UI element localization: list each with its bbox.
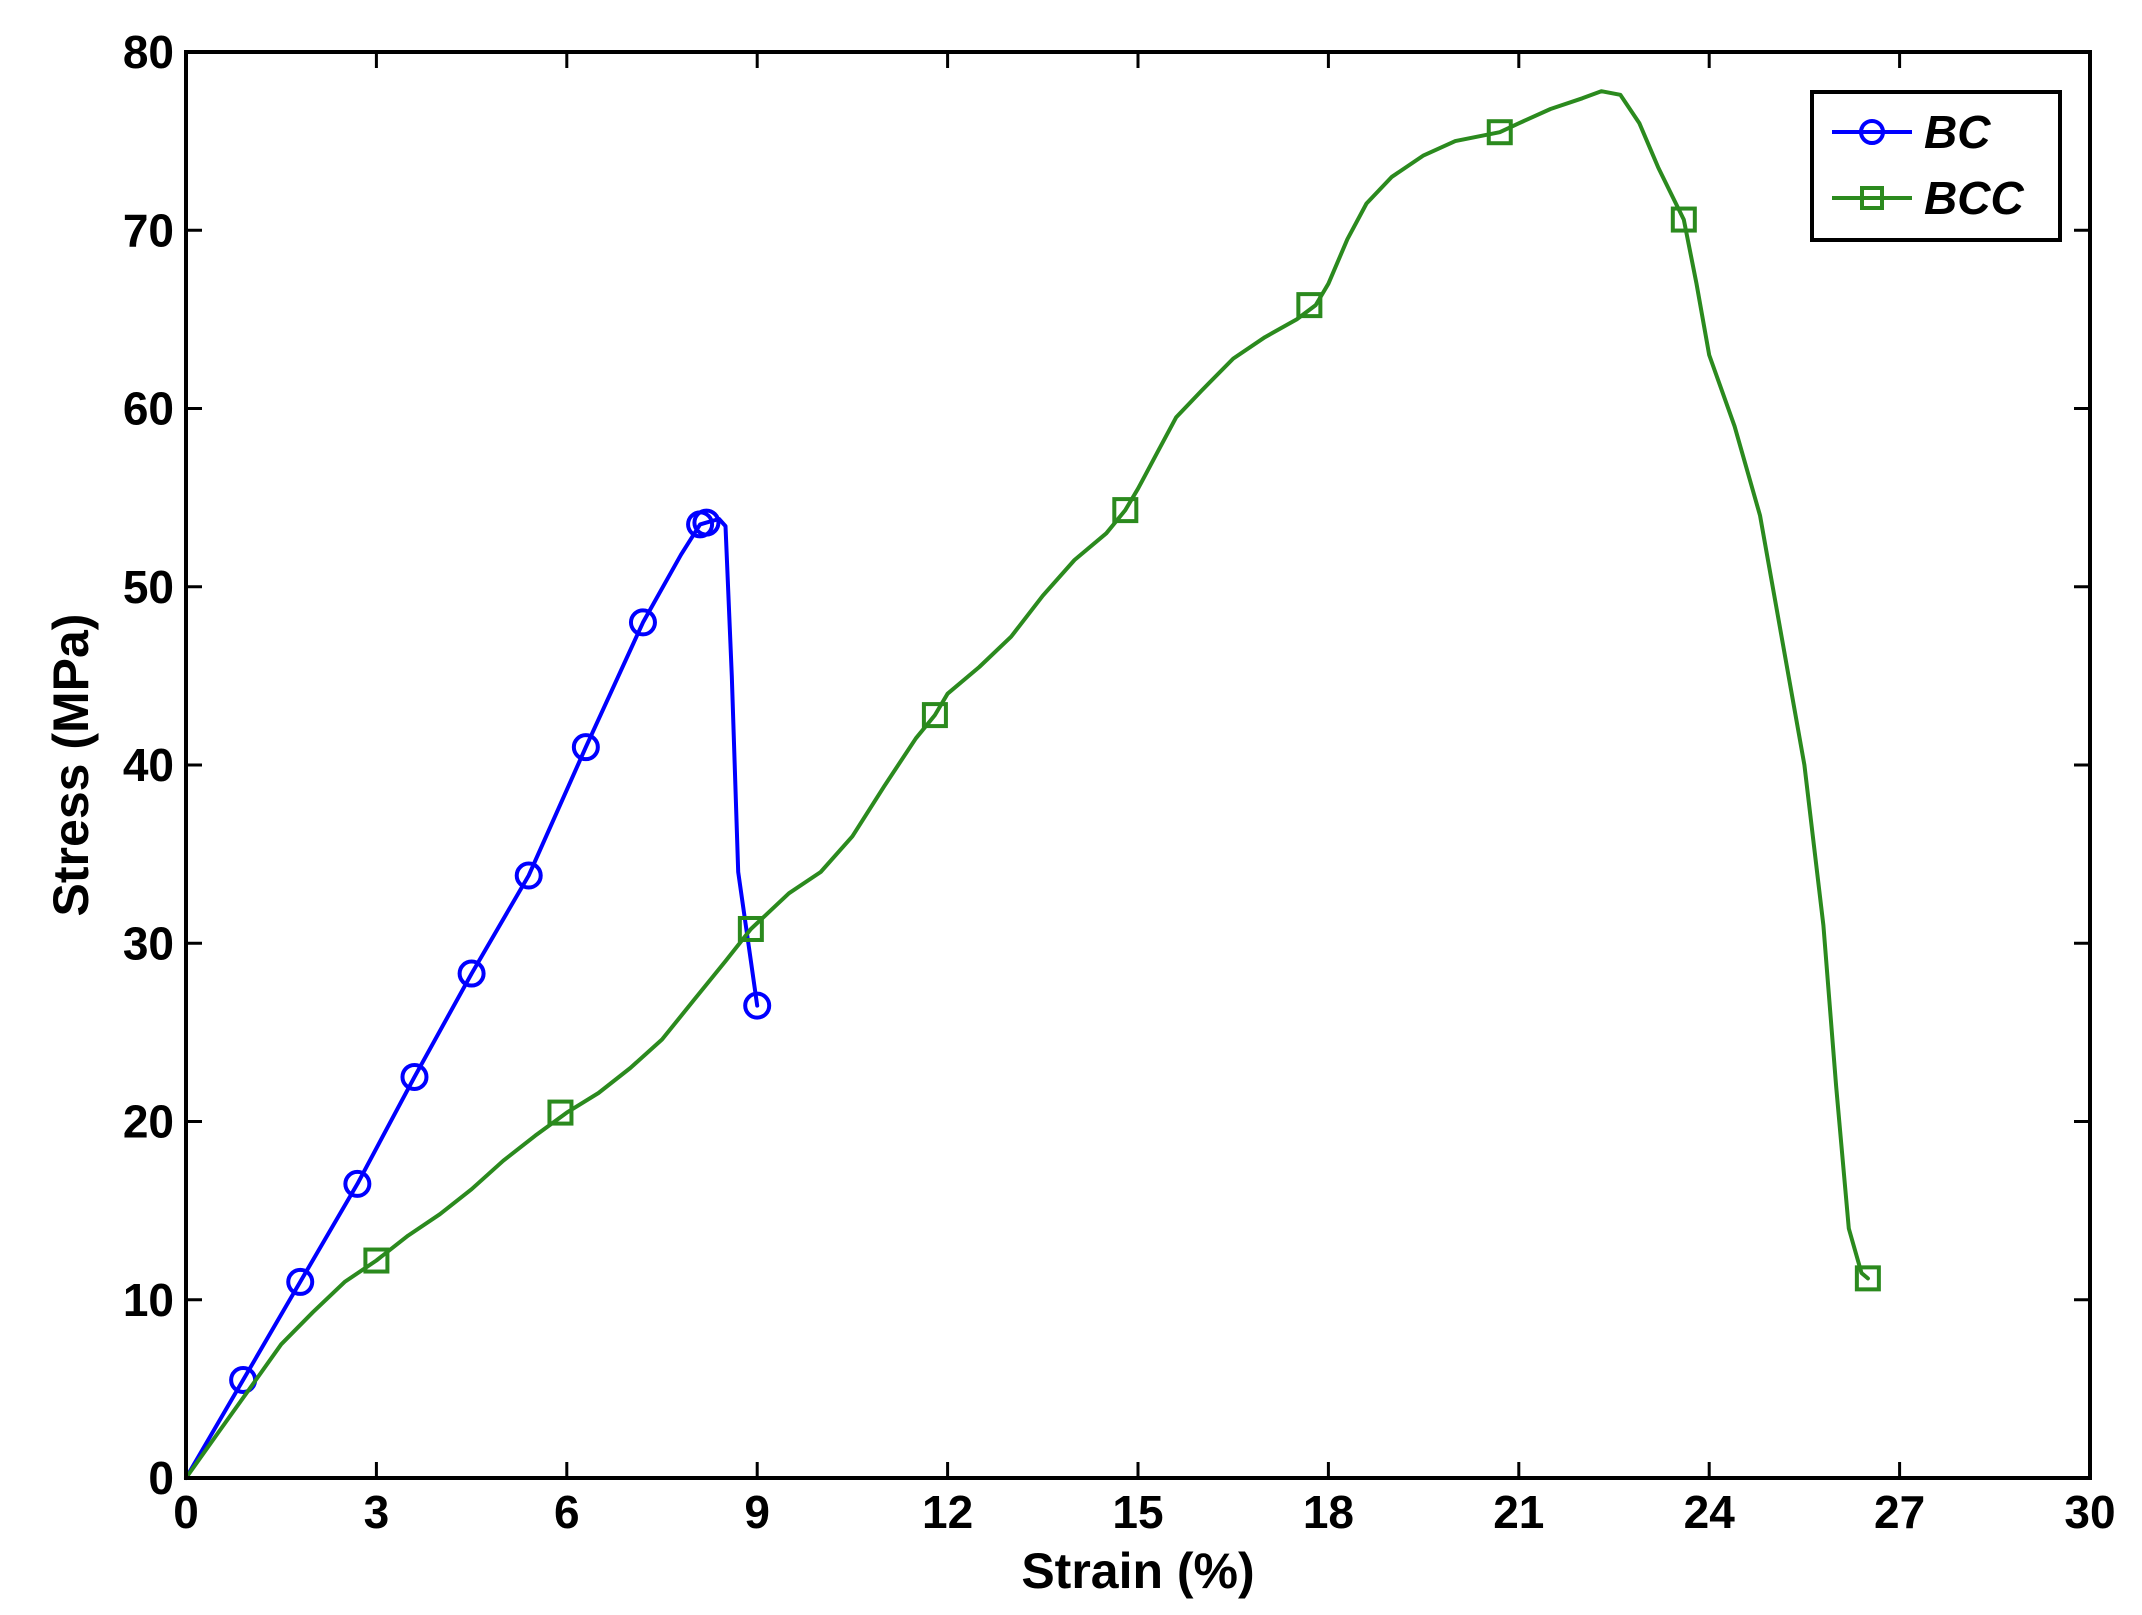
marker-bc-3 <box>400 1062 429 1091</box>
marker-bc-6 <box>571 733 600 762</box>
y-tick-label-2: 20 <box>123 1096 174 1148</box>
marker-bcc-1 <box>547 1099 574 1126</box>
x-tick-label-8: 24 <box>1684 1486 1736 1538</box>
marker-bc-7 <box>628 608 657 637</box>
marker-bcc-2 <box>737 915 764 942</box>
y-tick-label-5: 50 <box>123 561 174 613</box>
x-axis-title: Strain (%) <box>1021 1543 1254 1599</box>
axes-layer: 0 3 6 9 12 15 18 21 24 27 30 0 10 20 30 40 50 60 70 80 <box>123 26 2116 1538</box>
marker-bcc-6 <box>1486 119 1513 146</box>
y-tick-label-0: 0 <box>148 1452 174 1504</box>
y-axis-title: Stress (MPa) <box>43 614 99 917</box>
plot-layer <box>184 89 1881 1480</box>
x-tick-label-5: 15 <box>1112 1486 1163 1538</box>
x-tick-label-0: 0 <box>173 1486 199 1538</box>
marker-bcc-4 <box>1112 497 1139 524</box>
x-tick-label-6: 18 <box>1303 1486 1354 1538</box>
y-tick-label-8: 80 <box>123 26 174 78</box>
y-tick-label-3: 30 <box>123 917 174 969</box>
x-tick-label-7: 21 <box>1493 1486 1544 1538</box>
marker-bc-2 <box>343 1169 372 1198</box>
x-tick-label-10: 30 <box>2064 1486 2115 1538</box>
marker-bcc-8 <box>1854 1265 1881 1292</box>
x-tick-label-9: 27 <box>1874 1486 1925 1538</box>
x-tick-label-2: 6 <box>554 1486 580 1538</box>
marker-bc-4 <box>457 959 486 988</box>
y-tick-label-7: 70 <box>123 204 174 256</box>
series-line-bcc <box>184 89 1870 1480</box>
marker-bcc-7 <box>1670 206 1697 233</box>
legend-marker-bcc <box>1860 186 1884 210</box>
marker-bcc-3 <box>921 702 948 729</box>
legend: BC BCC <box>1810 90 2062 242</box>
marker-bc-10 <box>743 991 772 1020</box>
marker-bc-9 <box>692 508 721 537</box>
legend-box <box>1810 90 2062 242</box>
legend-label-bcc: BCC <box>1924 172 2024 224</box>
marker-bcc-5 <box>1296 292 1323 319</box>
x-tick-label-4: 12 <box>922 1486 973 1538</box>
y-tick-label-4: 40 <box>123 739 174 791</box>
legend-label-bc: BC <box>1924 106 1991 158</box>
x-tick-label-1: 3 <box>364 1486 390 1538</box>
y-tick-label-6: 60 <box>123 383 174 435</box>
legend-marker-bc <box>1859 119 1885 145</box>
marker-bc-5 <box>514 861 543 890</box>
x-tick-label-3: 9 <box>744 1486 770 1538</box>
y-tick-label-1: 10 <box>123 1274 174 1326</box>
series-line-bc <box>184 517 760 1480</box>
marker-bcc-0 <box>363 1247 390 1274</box>
marker-bc-1 <box>286 1267 315 1296</box>
